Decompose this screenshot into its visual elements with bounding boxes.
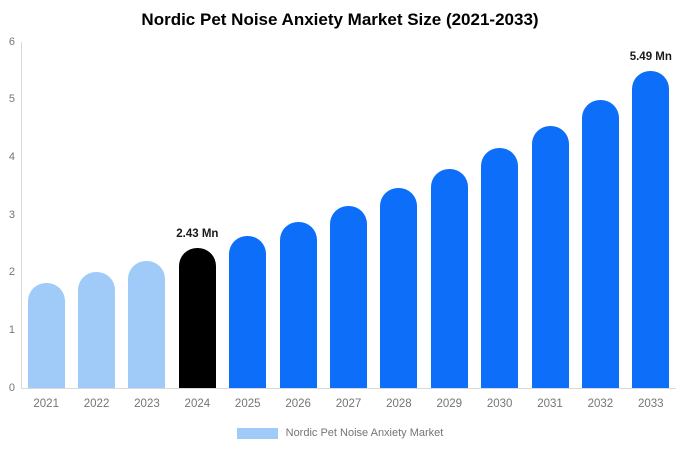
x-tick-label-2023: 2023 — [134, 398, 160, 410]
x-tick-label-2026: 2026 — [285, 398, 311, 410]
bar-2023 — [128, 260, 166, 388]
bar-2021 — [27, 283, 65, 388]
x-axis-line — [21, 388, 676, 389]
bar-2030 — [481, 148, 519, 388]
bar-2024 — [178, 247, 216, 388]
x-tick-label-2033: 2033 — [638, 398, 664, 410]
data-label-2024: 2.43 Mn — [176, 227, 219, 240]
bar-2032 — [581, 99, 619, 388]
y-axis-line — [21, 42, 22, 388]
x-tick-label-2029: 2029 — [436, 398, 463, 410]
y-tick-label-4: 4 — [8, 150, 15, 163]
bar-2025 — [229, 236, 267, 388]
y-tick-label-6: 6 — [8, 35, 15, 48]
bar-2026 — [279, 222, 317, 388]
legend-swatch — [236, 427, 278, 439]
x-tick-label-2032: 2032 — [587, 398, 614, 410]
x-tick-label-2028: 2028 — [386, 398, 412, 410]
x-tick-label-2031: 2031 — [537, 398, 563, 410]
y-tick-label-2: 2 — [8, 266, 15, 279]
bar-2022 — [78, 272, 116, 388]
y-tick-label-0: 0 — [8, 381, 15, 394]
y-tick-label-3: 3 — [8, 208, 15, 221]
bar-2029 — [430, 169, 468, 388]
x-tick-label-2030: 2030 — [486, 398, 513, 410]
y-tick-label-5: 5 — [8, 93, 15, 106]
x-tick-label-2024: 2024 — [184, 398, 211, 410]
bar-2031 — [531, 125, 569, 388]
x-tick-label-2027: 2027 — [335, 398, 362, 410]
x-tick-label-2025: 2025 — [234, 398, 261, 410]
legend-label: Nordic Pet Noise Anxiety Market — [285, 427, 444, 439]
bar-2028 — [380, 188, 418, 388]
legend: Nordic Pet Noise Anxiety Market — [0, 424, 680, 442]
x-tick-label-2022: 2022 — [83, 398, 110, 410]
chart-title: Nordic Pet Noise Anxiety Market Size (20… — [141, 10, 539, 29]
x-tick-label-2021: 2021 — [33, 398, 59, 410]
y-tick-label-1: 1 — [8, 323, 15, 336]
bar-2027 — [330, 206, 367, 388]
bar-2033 — [632, 71, 670, 388]
data-label-2033: 5.49 Mn — [629, 51, 672, 64]
